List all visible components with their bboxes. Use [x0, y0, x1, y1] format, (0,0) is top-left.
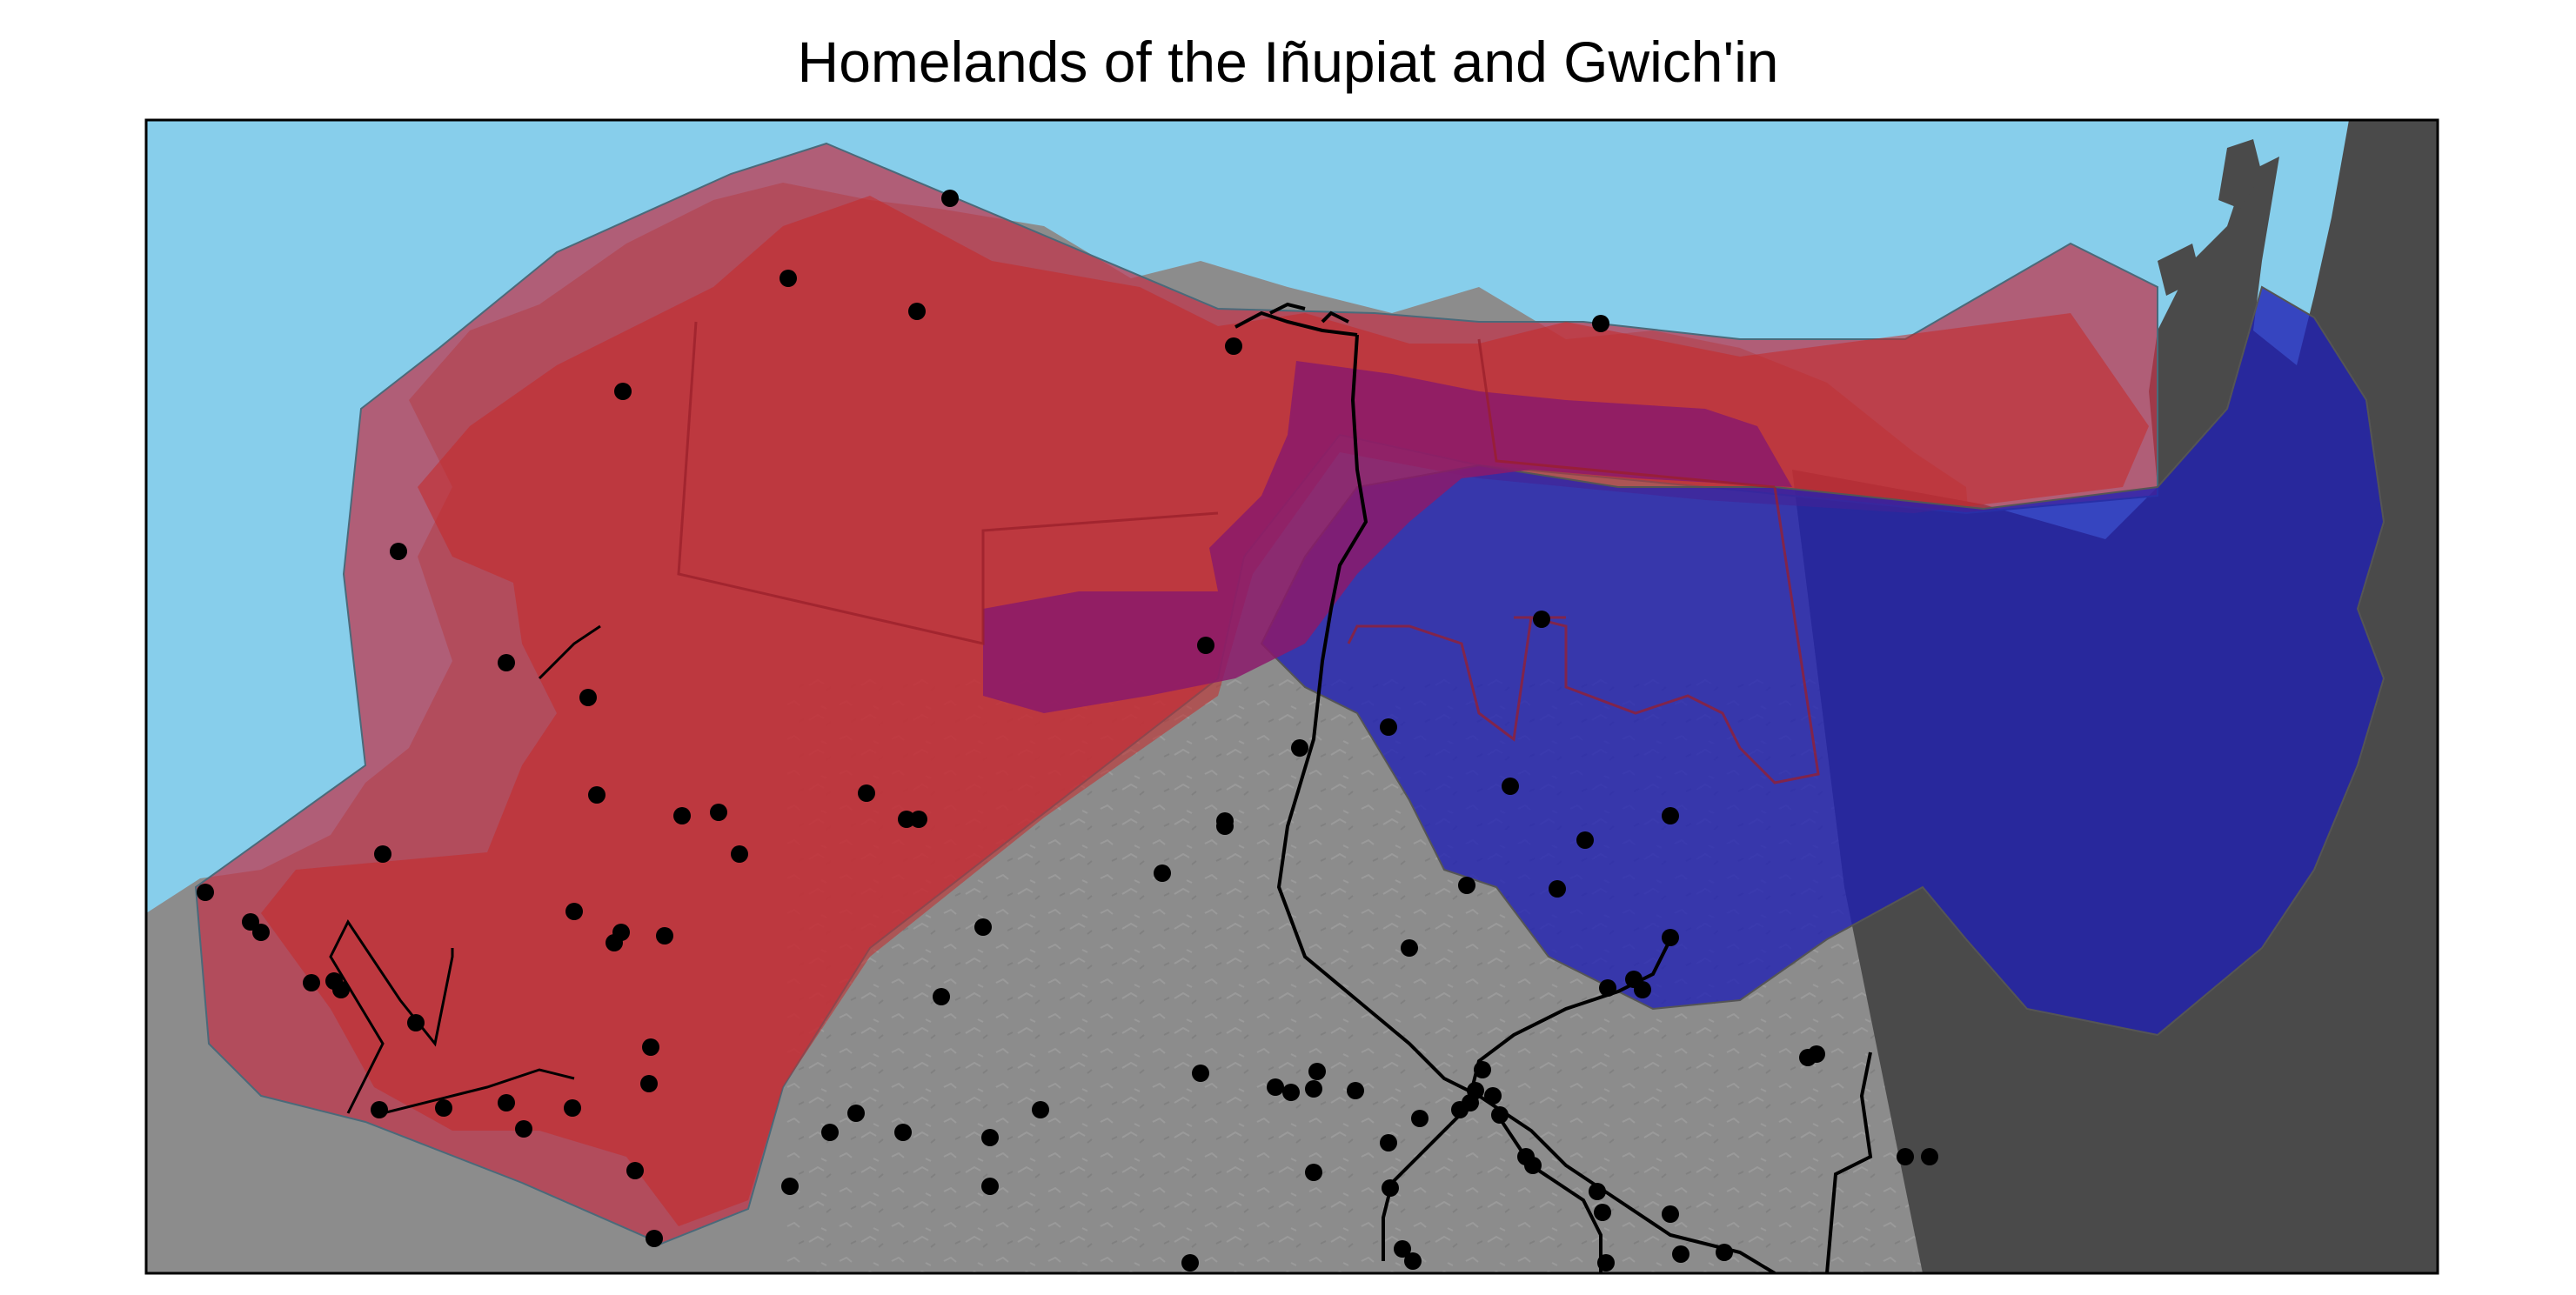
town-marker[interactable]: [642, 1038, 659, 1056]
town-marker[interactable]: [303, 974, 320, 991]
town-marker[interactable]: [1347, 1082, 1364, 1099]
town-marker[interactable]: [1594, 1204, 1611, 1221]
town-marker[interactable]: [1474, 1061, 1491, 1078]
town-marker[interactable]: [1491, 1106, 1509, 1124]
town-marker[interactable]: [1502, 778, 1519, 795]
canada-coast-islands: [2158, 139, 2262, 296]
town-marker[interactable]: [646, 1230, 663, 1247]
town-marker[interactable]: [371, 1101, 388, 1118]
town-marker[interactable]: [731, 845, 748, 863]
town-marker[interactable]: [332, 981, 350, 998]
town-marker[interactable]: [1305, 1164, 1322, 1181]
town-marker[interactable]: [1216, 818, 1234, 835]
town-marker[interactable]: [588, 786, 606, 804]
gwichin-homeland[interactable]: [1260, 285, 2385, 1037]
town-marker[interactable]: [1549, 880, 1566, 898]
town-marker[interactable]: [974, 918, 992, 936]
town-marker[interactable]: [374, 845, 391, 863]
town-marker[interactable]: [498, 1094, 515, 1111]
map-title: Homelands of the Iñupiat and Gwich'in: [797, 30, 1779, 94]
map-frame: [144, 118, 2439, 1275]
town-marker[interactable]: [1282, 1084, 1300, 1101]
town-marker[interactable]: [1154, 864, 1171, 882]
town-marker[interactable]: [781, 1178, 799, 1195]
town-marker[interactable]: [981, 1129, 999, 1146]
town-marker[interactable]: [1197, 637, 1214, 654]
town-marker[interactable]: [435, 1099, 452, 1117]
town-marker[interactable]: [606, 934, 623, 951]
town-marker[interactable]: [821, 1124, 839, 1141]
town-marker[interactable]: [1672, 1245, 1689, 1263]
town-marker[interactable]: [1225, 337, 1242, 355]
town-marker[interactable]: [656, 927, 673, 945]
town-marker[interactable]: [1599, 979, 1616, 997]
town-marker[interactable]: [1305, 1080, 1322, 1098]
town-marker[interactable]: [1181, 1254, 1199, 1272]
town-marker[interactable]: [1592, 315, 1609, 332]
town-marker[interactable]: [710, 804, 727, 821]
town-marker[interactable]: [1524, 1157, 1542, 1174]
town-marker[interactable]: [933, 988, 950, 1005]
town-marker[interactable]: [515, 1120, 532, 1138]
town-marker[interactable]: [779, 270, 797, 287]
town-marker[interactable]: [981, 1178, 999, 1195]
town-marker[interactable]: [1032, 1101, 1049, 1118]
town-marker[interactable]: [407, 1014, 425, 1031]
town-marker[interactable]: [1576, 831, 1594, 849]
town-marker[interactable]: [1411, 1110, 1429, 1127]
town-marker[interactable]: [498, 654, 515, 671]
town-marker[interactable]: [908, 303, 926, 320]
town-marker[interactable]: [1404, 1252, 1422, 1270]
town-marker[interactable]: [1192, 1065, 1209, 1082]
town-marker[interactable]: [564, 1099, 581, 1117]
rivers: [329, 624, 601, 1115]
town-marker[interactable]: [614, 383, 632, 400]
town-marker[interactable]: [1467, 1082, 1484, 1099]
town-marker[interactable]: [894, 1124, 912, 1141]
town-marker[interactable]: [910, 811, 927, 828]
town-marker[interactable]: [941, 190, 959, 207]
town-marker[interactable]: [565, 903, 583, 920]
town-marker[interactable]: [252, 924, 270, 941]
town-marker[interactable]: [640, 1075, 658, 1092]
town-marker[interactable]: [390, 543, 407, 560]
town-marker[interactable]: [673, 807, 691, 824]
town-marker[interactable]: [197, 884, 214, 901]
town-marker[interactable]: [1484, 1087, 1502, 1105]
town-marker[interactable]: [579, 689, 597, 706]
admin-boundaries: [677, 321, 1820, 784]
town-marker[interactable]: [1921, 1148, 1938, 1165]
town-marker[interactable]: [1662, 929, 1679, 946]
town-markers: [197, 190, 1938, 1272]
town-marker[interactable]: [858, 784, 875, 802]
town-marker[interactable]: [1808, 1045, 1825, 1063]
town-marker[interactable]: [1662, 807, 1679, 824]
town-marker[interactable]: [1634, 981, 1651, 998]
town-marker[interactable]: [1380, 718, 1397, 736]
town-marker[interactable]: [1533, 611, 1550, 628]
town-marker[interactable]: [1401, 939, 1418, 957]
town-marker[interactable]: [1382, 1179, 1399, 1197]
town-marker[interactable]: [898, 811, 915, 828]
town-marker[interactable]: [1897, 1148, 1914, 1165]
town-marker[interactable]: [847, 1105, 865, 1122]
town-marker[interactable]: [1291, 739, 1308, 757]
homeland-overlap[interactable]: [983, 361, 1792, 713]
town-marker[interactable]: [1458, 877, 1475, 894]
town-marker[interactable]: [1380, 1134, 1397, 1151]
town-marker[interactable]: [1267, 1078, 1284, 1096]
town-marker[interactable]: [1308, 1063, 1326, 1080]
town-marker[interactable]: [1589, 1183, 1606, 1200]
town-marker[interactable]: [1662, 1205, 1679, 1223]
town-marker[interactable]: [1394, 1240, 1411, 1258]
town-marker[interactable]: [1716, 1244, 1733, 1261]
town-marker[interactable]: [1597, 1254, 1615, 1272]
town-marker[interactable]: [626, 1162, 644, 1179]
